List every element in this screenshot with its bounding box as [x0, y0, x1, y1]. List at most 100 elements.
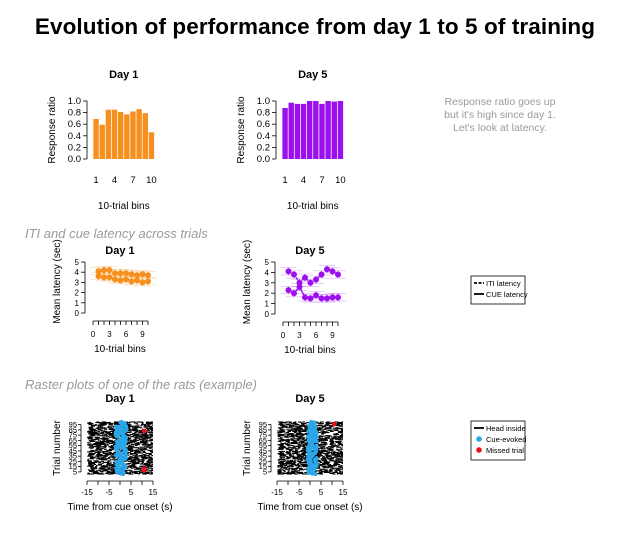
raster-day1-y-tick-label: 85 [69, 425, 77, 434]
ratio-day1-x-tick-label: 7 [130, 175, 135, 186]
raster-day5-cue-evoked-point [309, 419, 314, 425]
latency-day1-point [123, 276, 129, 283]
raster-day1-cue-evoked-point [123, 453, 128, 458]
ratio-day5-y-tick-label: 0.8 [257, 108, 270, 119]
latency-day5-point [335, 271, 341, 278]
latency-day5-y-tick-label: 5 [265, 258, 270, 267]
latency-day5-x-tick-label: 0 [281, 331, 286, 340]
raster-day5-x-tick-label: -15 [271, 488, 283, 497]
raster-day1-x-tick-label: 15 [149, 488, 158, 497]
latency-day1-y-tick-label: 4 [75, 268, 80, 277]
raster-day5-y-tick-label: 35 [259, 452, 267, 461]
latency-day1-point [134, 272, 140, 279]
raster-legend-label: Missed trial [486, 446, 524, 455]
latency-day5-y-tick-label: 1 [265, 300, 270, 309]
raster-day5-missed-trial-point [331, 421, 337, 427]
ratio-day5-bar [337, 101, 344, 159]
ratio-day5-y-tick-label: 0.4 [257, 131, 270, 142]
raster-day1-x-tick-label: -5 [105, 488, 113, 497]
ratio-day5-y-tick-label: 0.6 [257, 119, 270, 130]
raster-day5-cue-evoked-point [313, 471, 318, 477]
latency-day1-point [145, 272, 151, 279]
latency-day1-point [145, 278, 151, 285]
ratio-day1-bar [99, 124, 105, 159]
ratio-day1-x-tick-label: 1 [93, 175, 98, 186]
latency-day5-y-tick-label: 0 [265, 310, 270, 319]
raster-day5-xlabel: Time from cue onset (s) [257, 502, 362, 513]
raster-day5-ylabel: Trial number [242, 419, 253, 475]
latency-day5-point [302, 294, 308, 301]
raster-day5-y-tick-label: 75 [259, 431, 267, 440]
latency-day1-point [95, 268, 102, 275]
ratio-day5-bar [313, 101, 319, 159]
latency-day5-y-tick-label: 4 [265, 268, 270, 277]
note-line-1: Response ratio goes up [444, 96, 556, 108]
latency-day1-point [95, 273, 102, 280]
raster-day1-cue-evoked-point [114, 459, 119, 465]
latency-day5-point [313, 276, 319, 283]
raster-day1-y-tick-label: 95 [69, 420, 77, 429]
raster-day5-x-tick-label: -5 [295, 488, 303, 497]
raster-day1-cue-evoked-point [113, 424, 119, 429]
raster-day1-cue-evoked-point [122, 420, 127, 426]
ratio-day5-y-tick-label: 1.0 [257, 96, 270, 107]
raster-day5-cue-evoked-point [314, 444, 319, 449]
latency-day5-x-tick-label: 9 [330, 331, 335, 340]
raster-day5-y-tick-label: 55 [259, 441, 267, 450]
ratio-day5-bar [294, 103, 301, 159]
latency-day1-point [112, 276, 118, 283]
raster-legend-label: Cue-evoked [486, 435, 526, 444]
latency-day5-point [285, 268, 292, 275]
raster-legend: Head inside Cue-evoked Missed trial [470, 420, 526, 461]
raster-day5-y-tick-label: 15 [259, 462, 267, 471]
ratio-day5-x-tick-label: 4 [301, 175, 306, 186]
latency-day5-title: Day 5 [295, 245, 324, 257]
ratio-day1-bar [148, 132, 155, 159]
raster-day5-title: Day 5 [295, 393, 324, 405]
ratio-day1-title: Day 1 [109, 69, 138, 81]
ratio-day5-x-tick-label: 10 [335, 175, 346, 186]
latency-day5-point [291, 271, 297, 278]
raster-day1-missed-trial-point [141, 428, 147, 434]
ratio-day1-y-tick-label: 0.6 [68, 119, 81, 130]
latency-day1-x-tick-label: 9 [140, 330, 145, 339]
ratio-day5-x-tick-label: 1 [282, 175, 287, 186]
note-line-2: but it's high since day 1. [444, 109, 556, 121]
latency-day5-point [307, 295, 314, 302]
latency-day1-y-tick-label: 2 [75, 289, 80, 298]
ratio-day1-ylabel: Response ratio [47, 96, 58, 164]
raster-day5-y-tick-label: 45 [259, 446, 267, 455]
ratio-day5-y-tick-label: 0.2 [257, 142, 270, 153]
ratio-day1-y-tick-label: 0.0 [68, 154, 81, 165]
latency-day5-x-tick-label: 6 [314, 331, 319, 340]
latency-day5-point [324, 266, 330, 273]
note-line-3: Let's look at latency. [452, 122, 548, 134]
latency-day1-point [117, 270, 124, 277]
ratio-day5-bar [306, 101, 313, 159]
ratio-day5-bar [282, 107, 288, 159]
latency-day1-point [139, 279, 146, 286]
latency-day1-point [128, 278, 135, 285]
latency-day1-point [101, 267, 107, 274]
latency-day1-x-tick-label: 3 [107, 330, 112, 339]
latency-day5-point [329, 294, 336, 301]
raster-legend-key [476, 447, 482, 453]
ratio-day1-xlabel: 10-trial bins [98, 201, 150, 212]
ratio-day1-bar [142, 113, 148, 159]
ratio-day1-bar [124, 114, 130, 159]
latency-day5-ylabel: Mean latency (sec) [242, 240, 253, 324]
raster-day1-y-tick-label: 15 [69, 462, 77, 471]
raster-day5-y-tick-label: 85 [259, 425, 267, 434]
latency-day5-y-tick-label: 2 [265, 289, 270, 298]
raster-day5-y-tick-label: 65 [259, 436, 267, 445]
main-title: Evolution of performance from day 1 to 5… [34, 14, 596, 39]
latency-day5-point [285, 287, 292, 294]
latency-legend: ITI latency CUE latency [470, 275, 528, 305]
raster-day1-x-tick-label: -15 [81, 488, 93, 497]
raster-day1-cue-evoked-point [119, 451, 124, 456]
latency-day1-x-tick-label: 0 [91, 330, 96, 339]
latency-day1-point [139, 271, 146, 278]
latency-day1-xlabel: 10-trial bins [94, 344, 146, 355]
latency-day5-point [335, 294, 341, 301]
ratio-day5-bar [300, 103, 307, 159]
